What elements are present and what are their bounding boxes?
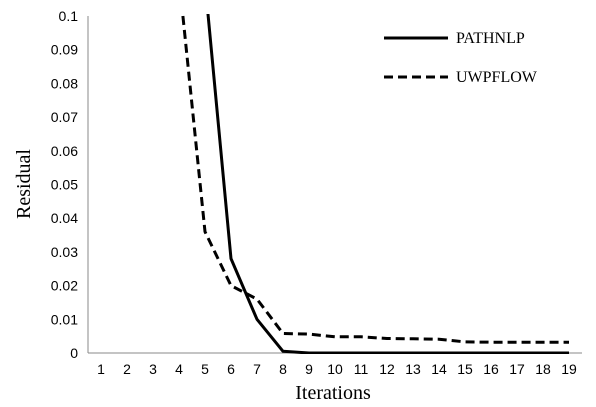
- y-tick-label: 0.1: [59, 8, 79, 24]
- tick-labels: 0 0.01 0.02 0.03 0.04 0.05 0.06 0.07 0.08 0.09 0.1…: [51, 8, 577, 377]
- y-axis-label: Residual: [13, 149, 35, 219]
- x-tick-label: 17: [509, 361, 525, 377]
- legend-label-pathnlp: PATHNLP: [456, 30, 525, 47]
- x-tick-label: 12: [379, 361, 395, 377]
- x-tick-label: 15: [457, 361, 473, 377]
- y-tick-label: 0.03: [51, 244, 78, 260]
- y-tick-label: 0: [70, 345, 78, 361]
- y-tick-label: 0.06: [51, 143, 78, 159]
- y-tick-label: 0.01: [51, 311, 78, 327]
- x-tick-label: 10: [327, 361, 343, 377]
- x-tick-label: 3: [149, 361, 157, 377]
- x-tick-label: 8: [279, 361, 287, 377]
- x-tick-label: 16: [483, 361, 499, 377]
- y-tick-label: 0.08: [51, 75, 78, 91]
- y-tick-label: 0.05: [51, 177, 78, 193]
- y-tick-label: 0.04: [51, 210, 78, 226]
- x-tick-label: 5: [201, 361, 209, 377]
- x-axis-label: Iterations: [295, 382, 371, 404]
- x-tick-label: 18: [535, 361, 551, 377]
- series-line-pathnlp: [206, 14, 569, 354]
- y-tick-label: 0.07: [51, 109, 78, 125]
- y-tick-label: 0.09: [51, 42, 78, 58]
- x-tick-label: 1: [97, 361, 105, 377]
- x-tick-label: 14: [431, 361, 447, 377]
- x-tick-label: 13: [405, 361, 421, 377]
- x-tick-label: 11: [354, 361, 369, 377]
- x-tick-label: 6: [227, 361, 235, 377]
- x-tick-label: 7: [253, 361, 261, 377]
- x-tick-label: 19: [561, 361, 577, 377]
- x-tick-label: 9: [305, 361, 313, 377]
- legend: PATHNLP UWPFLOW: [384, 30, 538, 86]
- x-tick-label: 4: [175, 361, 183, 377]
- series-layer: [181, 14, 569, 354]
- y-tick-label: 0.02: [51, 278, 78, 294]
- axes: [87, 16, 582, 354]
- x-tick-label: 2: [123, 361, 131, 377]
- series-line-uwpflow: [181, 15, 569, 344]
- legend-label-uwpflow: UWPFLOW: [456, 69, 538, 86]
